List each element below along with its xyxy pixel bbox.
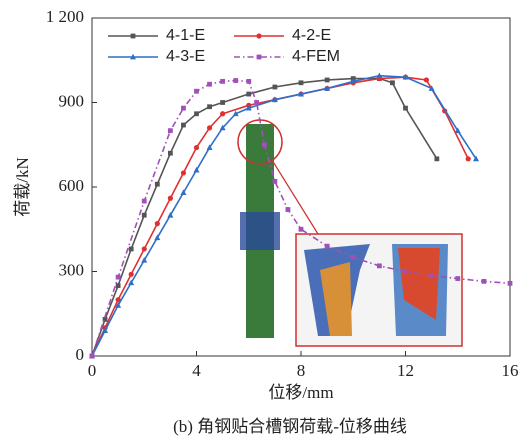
legend-label: 4-1-E xyxy=(166,27,205,44)
marker xyxy=(351,255,356,260)
marker xyxy=(142,246,147,251)
marker xyxy=(181,123,186,128)
x-tick-label: 0 xyxy=(88,361,97,380)
marker xyxy=(194,145,199,150)
y-tick-label: 1 200 xyxy=(46,7,84,26)
marker xyxy=(168,128,173,133)
y-tick-label: 900 xyxy=(59,91,85,110)
marker xyxy=(434,156,439,161)
marker xyxy=(207,82,212,87)
marker xyxy=(286,207,291,212)
marker xyxy=(194,111,199,116)
marker xyxy=(168,196,173,201)
marker xyxy=(424,77,429,82)
marker xyxy=(181,106,186,111)
column-plate xyxy=(240,212,280,250)
marker xyxy=(481,279,486,284)
marker xyxy=(220,100,225,105)
marker xyxy=(403,269,408,274)
marker xyxy=(129,247,134,252)
marker xyxy=(207,125,212,130)
y-tick-label: 0 xyxy=(76,345,85,364)
marker xyxy=(90,354,95,359)
marker xyxy=(256,33,261,38)
x-tick-label: 12 xyxy=(397,361,414,380)
marker xyxy=(455,276,460,281)
marker xyxy=(194,89,199,94)
marker xyxy=(220,111,225,116)
y-tick-label: 300 xyxy=(59,260,85,279)
marker xyxy=(272,85,277,90)
marker xyxy=(116,283,121,288)
marker xyxy=(116,275,121,280)
marker xyxy=(181,170,186,175)
marker xyxy=(299,227,304,232)
marker xyxy=(254,100,259,105)
page: {"chart_data": {"type": "line", "x_label… xyxy=(0,0,520,442)
legend-label: 4-2-E xyxy=(292,27,331,44)
y-axis-label: 荷载/kN xyxy=(13,157,32,217)
marker xyxy=(220,79,225,84)
marker xyxy=(168,151,173,156)
marker xyxy=(508,281,513,286)
marker xyxy=(246,79,251,84)
caption: (b) 角钢贴合槽钢荷载-位移曲线 xyxy=(173,417,407,436)
marker xyxy=(390,80,395,85)
marker xyxy=(325,244,330,249)
marker xyxy=(207,104,212,109)
fem-illustration xyxy=(238,120,462,346)
marker xyxy=(233,78,238,83)
marker xyxy=(246,92,251,97)
marker xyxy=(299,80,304,85)
legend-label: 4-FEM xyxy=(292,48,340,65)
x-axis-label: 位移/mm xyxy=(268,383,333,402)
marker xyxy=(257,55,262,60)
marker xyxy=(377,263,382,268)
chart: 位移/mm 荷载/kN (b) 角钢贴合槽钢荷载-位移曲线 0 300 600 900… xyxy=(0,0,520,442)
marker xyxy=(262,142,267,147)
marker xyxy=(155,182,160,187)
marker xyxy=(466,156,471,161)
x-tick-label: 8 xyxy=(297,361,306,380)
legend-label: 4-3-E xyxy=(166,48,205,65)
y-tick-label: 600 xyxy=(59,176,85,195)
marker xyxy=(142,199,147,204)
x-tick-label: 16 xyxy=(502,361,519,380)
marker xyxy=(131,34,136,39)
x-tick-label: 4 xyxy=(192,361,201,380)
marker xyxy=(429,273,434,278)
marker xyxy=(142,213,147,218)
marker xyxy=(129,272,134,277)
marker xyxy=(325,78,330,83)
marker xyxy=(272,179,277,184)
marker xyxy=(403,106,408,111)
marker xyxy=(155,221,160,226)
